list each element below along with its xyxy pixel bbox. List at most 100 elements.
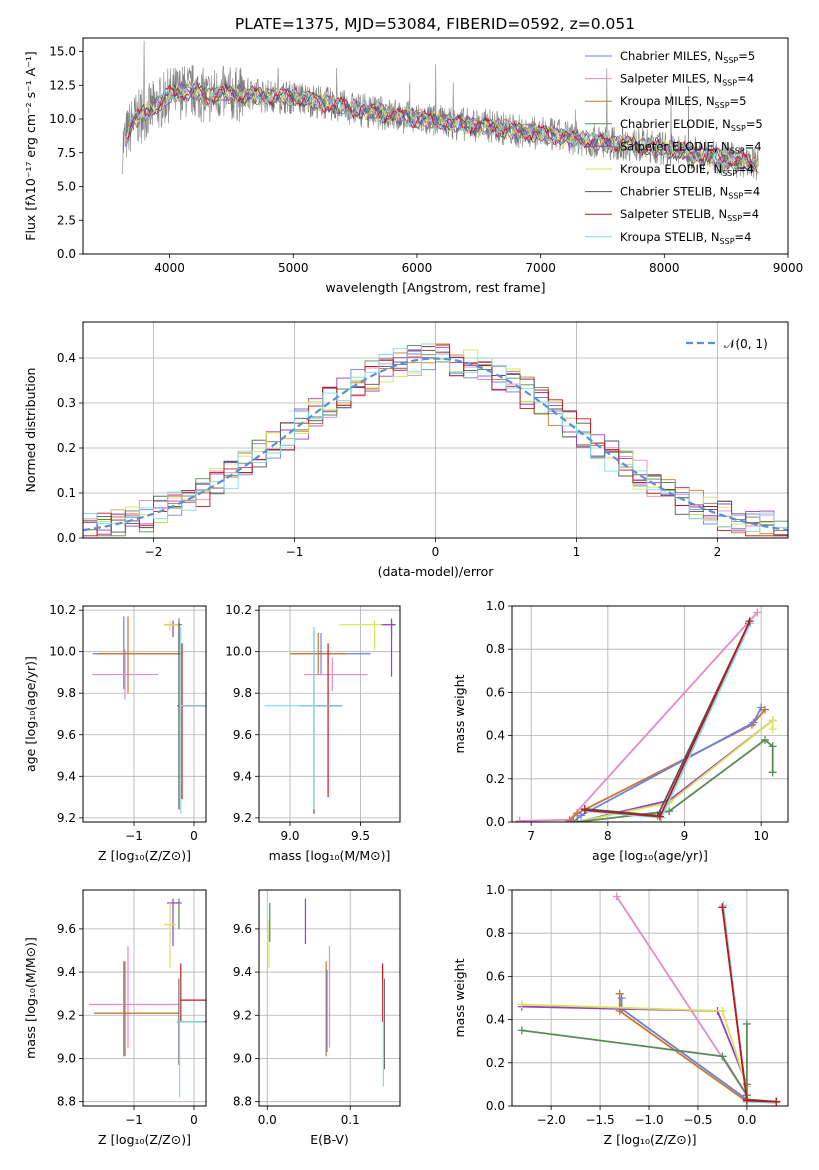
- x-tick-label: 0.0: [258, 1113, 277, 1127]
- mass-weight-marker: [577, 811, 585, 820]
- y-tick-label: 9.2: [57, 811, 76, 825]
- y-tick-label: 10.0: [49, 645, 76, 659]
- mass-weight-marker: [615, 989, 624, 998]
- axes-frame: [258, 605, 401, 823]
- histogram-panel: −2 −1 0 1 2 0.0 0.1 0.2 0.3 0.4 (data-model)/error…: [23, 321, 789, 579]
- mass-weight-marker: [757, 703, 766, 712]
- y-axis-label: Flux [fλ10⁻¹⁷ erg cm⁻² s⁻¹ A⁻¹]: [23, 51, 38, 240]
- axes-frame: [82, 37, 789, 255]
- plot-area: [264, 618, 396, 814]
- y-tick-label: 5.0: [57, 180, 76, 194]
- x-axis-label: Z [log₁₀(Z/Z⊙)]: [604, 1132, 697, 1147]
- errorbar-point: [167, 898, 179, 947]
- x-tick-label: 0: [432, 545, 440, 559]
- y-tick-label: 2.5: [57, 213, 76, 227]
- figure-title: PLATE=1375, MJD=53084, FIBERID=0592, z=0…: [235, 15, 635, 33]
- spectrum-panel: 4000 5000 6000 7000 8000 9000 0.0 2.5 5.0 7.5 10.0…: [23, 37, 803, 295]
- x-tick-label: −1: [125, 829, 143, 843]
- y-tick-label: 0.4: [486, 729, 505, 743]
- x-axis-label: mass [log₁₀(M/M⊙)]: [269, 848, 391, 863]
- mass-weight-marker: [753, 608, 762, 617]
- x-axis-label: age [log₁₀(age/yr)]: [592, 848, 708, 863]
- errorbar-point: [380, 620, 395, 638]
- x-tick-label: 9.5: [351, 829, 370, 843]
- x-tick-label: −1.0: [634, 1113, 663, 1127]
- mass-weight-marker: [772, 1097, 781, 1106]
- mass-weight-marker: [565, 816, 574, 822]
- axes-frame: [511, 889, 789, 1107]
- age-vs-z-panel: −1 0 9.2 9.4 9.6 9.8 10.0 10.2 Z [log₁₀(Z/Z⊙)] ag…: [23, 603, 207, 863]
- mass-weight-marker: [665, 807, 674, 816]
- y-tick-label: 9.4: [57, 769, 76, 783]
- y-tick-label: 9.2: [233, 811, 252, 825]
- y-tick-label: 9.2: [233, 1008, 252, 1022]
- x-tick-label: 0.1: [341, 1113, 360, 1127]
- mass-vs-ebv-panel: 0.0 0.1 8.8 9.0 9.2 9.4 9.6 E(B-V): [233, 889, 401, 1147]
- y-tick-label: 9.4: [233, 769, 252, 783]
- y-tick-label: 10.0: [49, 112, 76, 126]
- errorbar-point: [179, 963, 206, 1022]
- y-tick-label: 9.4: [233, 965, 252, 979]
- legend-label: Chabrier STELIB, NSSP=4: [620, 185, 760, 201]
- mass-weight-vs-age-panel: 7 8 9 10 0.0 0.2 0.4 0.6 0.8 1.0 age [log₁₀(age/yr…: [452, 599, 789, 863]
- y-tick-label: 9.6: [57, 728, 76, 742]
- mass-weight-marker: [580, 806, 589, 815]
- y-tick-label: 0.0: [57, 531, 76, 545]
- legend-label: Chabrier MILES, NSSP=5: [620, 49, 755, 65]
- x-tick-label: 5000: [278, 261, 309, 275]
- x-tick-label: 0: [190, 829, 198, 843]
- mass-weight-marker: [745, 617, 754, 626]
- plot-area: [268, 898, 385, 1087]
- mass-weight-marker: [573, 818, 582, 822]
- x-tick-label: 1: [573, 545, 581, 559]
- y-tick-label: 7.5: [57, 146, 76, 160]
- mass-weight-marker: [517, 1000, 526, 1009]
- errorbar-point: [93, 961, 178, 1057]
- mass-weight-line: [722, 904, 777, 1104]
- y-tick-label: 10.2: [225, 603, 252, 617]
- mass-weight-marker: [515, 816, 524, 822]
- grid: [259, 890, 400, 1106]
- axes-frame: [258, 889, 401, 1107]
- plot-area: [83, 343, 788, 537]
- legend-label: Salpeter ELODIE, NSSP=4: [620, 139, 762, 155]
- y-tick-label: 9.6: [233, 922, 252, 936]
- y-tick-label: 0.2: [57, 441, 76, 455]
- mass-weight-marker: [768, 725, 777, 734]
- mass-weight-line: [721, 907, 777, 1103]
- x-axis-label: wavelength [Angstrom, rest frame]: [325, 280, 545, 295]
- y-axis-label: mass weight: [452, 674, 467, 753]
- x-tick-label: 0.0: [737, 1113, 756, 1127]
- mass-weight-line: [620, 998, 748, 1101]
- y-tick-label: 0.8: [486, 642, 505, 656]
- errorbar-point: [92, 616, 183, 690]
- x-axis-label: E(B-V): [310, 1132, 349, 1147]
- mass-weight-line: [521, 1023, 748, 1099]
- legend-label: Kroupa ELODIE, NSSP=4: [620, 162, 754, 178]
- model-spectrum-line: [126, 81, 758, 173]
- errorbar-point: [98, 616, 182, 694]
- plot-area: [517, 892, 781, 1106]
- grid: [259, 606, 400, 822]
- y-tick-label: 0.6: [486, 969, 505, 983]
- y-tick-label: 8.8: [233, 1095, 252, 1109]
- plot-area: [92, 616, 206, 814]
- legend-label: Kroupa STELIB, NSSP=4: [620, 230, 751, 246]
- errorbar-point: [177, 978, 205, 1098]
- y-tick-label: 0.0: [486, 1099, 505, 1113]
- y-tick-label: 15.0: [49, 45, 76, 59]
- errorbar-point: [304, 657, 368, 692]
- errorbar-point: [164, 902, 176, 968]
- x-tick-label: −1.5: [586, 1113, 615, 1127]
- mass-weight-marker: [761, 735, 769, 744]
- mass-weight-vs-z-panel: −2.0 −1.5 −1.0 −0.5 0.0 0.0 0.2 0.4 0.6 0.8 1.0 Z […: [452, 883, 789, 1147]
- y-tick-label: 0.3: [57, 396, 76, 410]
- errorbar-point: [164, 620, 179, 638]
- x-tick-label: −1: [286, 545, 304, 559]
- mass-weight-marker: [742, 1019, 751, 1028]
- axes-frame: [82, 889, 207, 1107]
- y-tick-label: 0.0: [57, 247, 76, 261]
- mass-weight-line: [568, 709, 766, 822]
- x-axis-label: Z [log₁₀(Z/Z⊙)]: [98, 1132, 191, 1147]
- y-tick-label: 0.6: [486, 685, 505, 699]
